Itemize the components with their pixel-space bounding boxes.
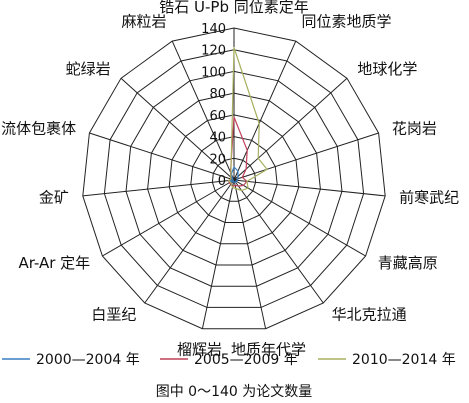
- grid-ring: [147, 92, 321, 266]
- grid-spoke: [233, 179, 386, 197]
- grid-ring: [190, 136, 278, 223]
- grid-spoke: [233, 40, 297, 181]
- category-label: 榴辉岩: [177, 340, 222, 358]
- chart-note: 图中 0～140 为论文数量: [156, 384, 313, 400]
- category-label: 地球化学: [357, 60, 417, 78]
- category-labels: 锆石 U-Pb 同位素定年同位素地质学地球化学花岗岩前寒武纪青藏高原华北克拉通地…: [1, 0, 459, 358]
- tick-label: 0: [218, 174, 226, 189]
- grid-spoke: [89, 132, 235, 181]
- grid-ring: [125, 70, 343, 287]
- category-label: 流体包裹体: [1, 120, 76, 138]
- grid-spoke: [120, 77, 235, 181]
- category-label: 金矿: [39, 188, 69, 206]
- radial-tick-labels: 0 20 40 60 80 100 120 140: [201, 22, 226, 189]
- tick-label: 20: [209, 152, 226, 167]
- legend: 2000—2004 年 2005—2009 年 2010—2014 年: [2, 352, 456, 368]
- grid-spoke: [233, 77, 348, 181]
- category-label: 华北克拉通: [332, 305, 407, 323]
- tick-label: 40: [209, 131, 226, 146]
- grid-ring: [103, 49, 365, 308]
- grid-spoke: [144, 179, 235, 304]
- category-label: 白垩纪: [91, 305, 136, 323]
- grid-spoke: [233, 132, 379, 181]
- legend-label: 2000—2004 年: [36, 352, 140, 368]
- grid-spoke: [233, 179, 267, 329]
- radar-series: [228, 46, 268, 192]
- category-label: 蛇绿岩: [66, 60, 111, 78]
- tick-label: 60: [209, 109, 226, 124]
- category-label: 同位素地质学: [302, 12, 392, 30]
- category-label: 花岗岩: [392, 120, 437, 138]
- radar-grid: [82, 27, 386, 330]
- tick-label: 120: [201, 44, 226, 59]
- legend-label: 2010—2014 年: [352, 352, 456, 368]
- grid-spoke: [102, 179, 235, 257]
- tick-label: 100: [201, 65, 226, 80]
- grid-spoke: [201, 179, 235, 329]
- category-label: 锆石 U-Pb 同位素定年: [159, 0, 309, 16]
- grid-spoke: [82, 179, 235, 197]
- category-label: 前寒武纪: [399, 188, 459, 206]
- series-line: [228, 46, 268, 192]
- grid-spoke: [233, 179, 366, 257]
- tick-label: 140: [201, 22, 226, 37]
- category-label: 麻粒岩: [121, 12, 166, 30]
- tick-label: 80: [209, 87, 226, 102]
- grid-ring: [168, 114, 300, 245]
- grid-ring: [211, 157, 257, 202]
- grid-spoke: [233, 179, 324, 304]
- category-label: 地质年代学: [231, 340, 306, 358]
- category-label: 青藏高原: [378, 254, 438, 272]
- category-label: Ar-Ar 定年: [18, 254, 90, 272]
- grid-ring: [82, 27, 386, 330]
- series-line: [229, 166, 239, 184]
- grid-spoke: [171, 40, 235, 181]
- legend-label: 2005—2009 年: [194, 352, 298, 368]
